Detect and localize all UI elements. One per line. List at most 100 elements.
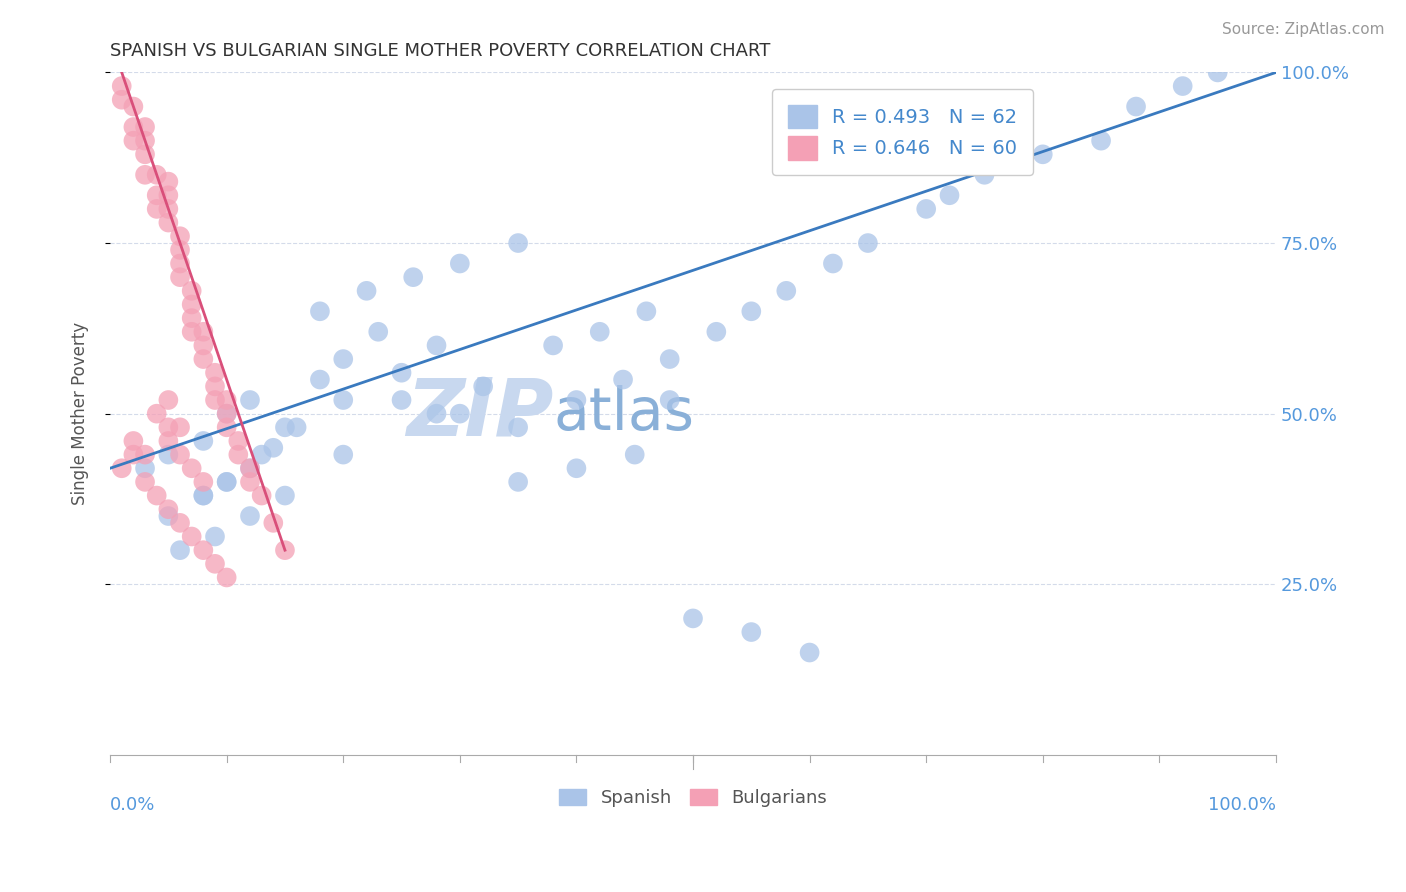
Text: ZIP: ZIP (406, 375, 553, 452)
Point (799, 646, 821, 660)
Point (215, 392, 238, 407)
Point (134, 120, 156, 134)
Point (274, 543, 297, 558)
Point (228, 448, 250, 462)
Point (111, 461, 134, 475)
Point (157, 420, 180, 434)
Point (157, 188, 180, 202)
Point (915, 202, 938, 216)
Point (122, 448, 145, 462)
Point (180, 529, 202, 543)
Point (1032, 147, 1054, 161)
Point (682, 611, 704, 625)
Point (111, 78, 134, 93)
Point (402, 270, 425, 285)
Point (193, 489, 215, 503)
Point (193, 338, 215, 352)
Point (239, 392, 262, 407)
Point (169, 420, 191, 434)
Point (157, 502, 180, 516)
Point (425, 338, 447, 352)
Text: Source: ZipAtlas.com: Source: ZipAtlas.com (1222, 22, 1385, 37)
Text: 100.0%: 100.0% (1208, 796, 1277, 814)
Point (204, 392, 226, 407)
Point (169, 270, 191, 285)
Point (1090, 134, 1112, 148)
Point (193, 325, 215, 339)
Point (274, 489, 297, 503)
Point (262, 441, 284, 455)
Point (204, 529, 226, 543)
Point (157, 202, 180, 216)
Point (134, 134, 156, 148)
Point (145, 407, 167, 421)
Point (180, 297, 202, 311)
Point (658, 352, 681, 367)
Point (367, 325, 389, 339)
Point (775, 284, 797, 298)
Point (122, 434, 145, 448)
Point (508, 475, 530, 489)
Point (250, 489, 273, 503)
Point (228, 434, 250, 448)
Point (180, 325, 202, 339)
Point (356, 284, 378, 298)
Point (565, 392, 588, 407)
Point (472, 379, 495, 393)
Point (215, 407, 238, 421)
Point (134, 168, 156, 182)
Point (1171, 78, 1194, 93)
Point (204, 366, 226, 380)
Point (215, 407, 238, 421)
Point (239, 509, 262, 524)
Legend: Spanish, Bulgarians: Spanish, Bulgarians (551, 781, 834, 814)
Point (565, 461, 588, 475)
Point (193, 543, 215, 558)
Point (658, 392, 681, 407)
Point (856, 235, 879, 250)
Point (169, 243, 191, 257)
Point (239, 461, 262, 475)
Point (169, 448, 191, 462)
Point (169, 229, 191, 244)
Point (215, 420, 238, 434)
Point (332, 352, 354, 367)
Point (111, 93, 134, 107)
Point (973, 168, 995, 182)
Point (425, 407, 447, 421)
Point (180, 461, 202, 475)
Point (157, 216, 180, 230)
Point (309, 372, 332, 386)
Point (215, 475, 238, 489)
Y-axis label: Single Mother Poverty: Single Mother Poverty (72, 322, 89, 505)
Text: 0.0%: 0.0% (110, 796, 156, 814)
Point (193, 434, 215, 448)
Point (215, 570, 238, 584)
Point (193, 352, 215, 367)
Point (134, 475, 156, 489)
Text: atlas: atlas (553, 385, 695, 442)
Point (215, 475, 238, 489)
Point (332, 448, 354, 462)
Point (157, 448, 180, 462)
Point (274, 420, 297, 434)
Point (157, 175, 180, 189)
Point (1125, 99, 1147, 113)
Point (449, 256, 471, 270)
Point (134, 461, 156, 475)
Point (145, 489, 167, 503)
Point (740, 304, 762, 318)
Point (612, 372, 634, 386)
Point (1206, 65, 1229, 79)
Point (250, 448, 273, 462)
Point (134, 147, 156, 161)
Point (239, 461, 262, 475)
Point (193, 475, 215, 489)
Point (508, 420, 530, 434)
Point (157, 509, 180, 524)
Point (145, 168, 167, 182)
Point (157, 434, 180, 448)
Point (145, 202, 167, 216)
Point (180, 284, 202, 298)
Point (740, 625, 762, 640)
